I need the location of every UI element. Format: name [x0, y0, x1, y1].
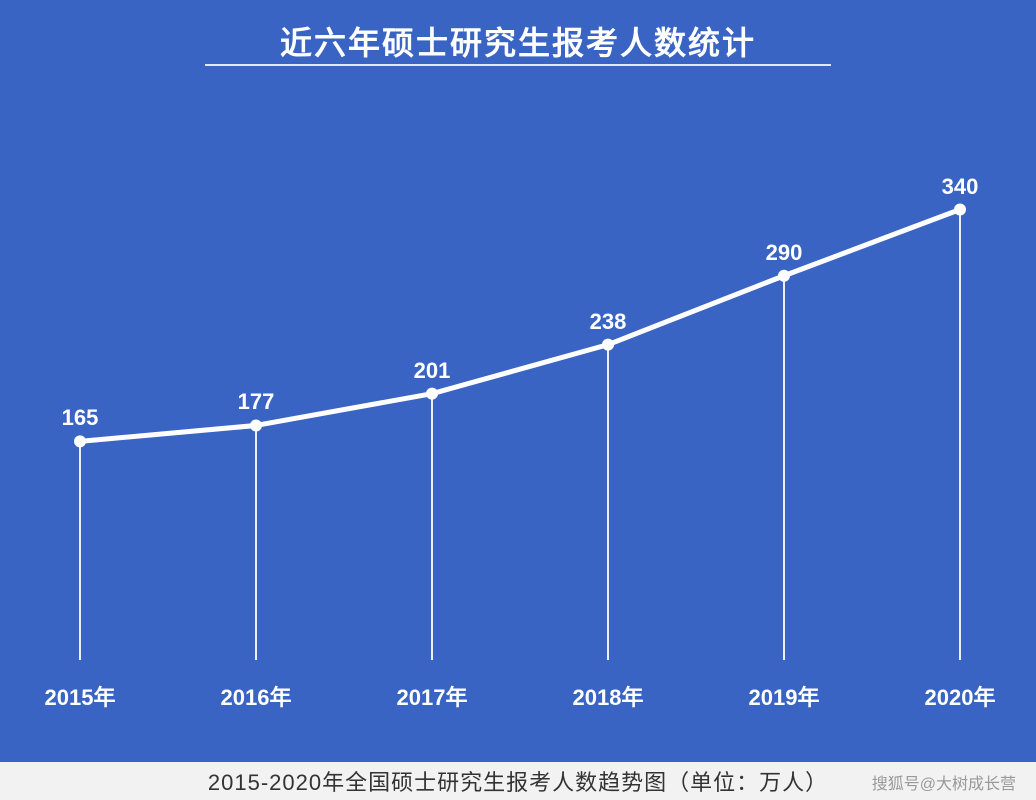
chart-background: 近六年硕士研究生报考人数统计 165 2015年 177 2016年 201 2017年 2…	[0, 0, 1036, 762]
plot-area: 1652015年1772016年2012017年2382018年2902019年…	[70, 90, 970, 700]
chart-title: 近六年硕士研究生报考人数统计	[0, 18, 1036, 64]
data-label: 165	[62, 405, 99, 431]
watermark-text: 搜狐号@大树成长营	[872, 770, 1016, 794]
x-axis-label: 2020年	[925, 680, 996, 712]
x-axis-label: 2018年	[573, 680, 644, 712]
drop-line	[607, 345, 609, 660]
data-label: 340	[942, 174, 979, 200]
line-path-svg	[70, 90, 970, 700]
drop-line	[79, 441, 81, 660]
data-label: 290	[766, 240, 803, 266]
x-axis-label: 2016年	[221, 680, 292, 712]
data-label: 238	[590, 309, 627, 335]
x-axis-label: 2019年	[749, 680, 820, 712]
title-underline	[205, 64, 831, 66]
x-axis-label: 2015年	[45, 680, 116, 712]
page-container: 近六年硕士研究生报考人数统计 165 2015年 177 2016年 201 2017年 2…	[0, 0, 1036, 800]
drop-line	[783, 276, 785, 660]
caption-text: 2015-2020年全国硕士研究生报考人数趋势图（单位：万人）	[208, 765, 828, 797]
data-label: 201	[414, 358, 451, 384]
drop-line	[431, 394, 433, 660]
drop-line	[959, 210, 961, 661]
x-axis-label: 2017年	[397, 680, 468, 712]
drop-line	[255, 425, 257, 660]
data-label: 177	[238, 389, 275, 415]
